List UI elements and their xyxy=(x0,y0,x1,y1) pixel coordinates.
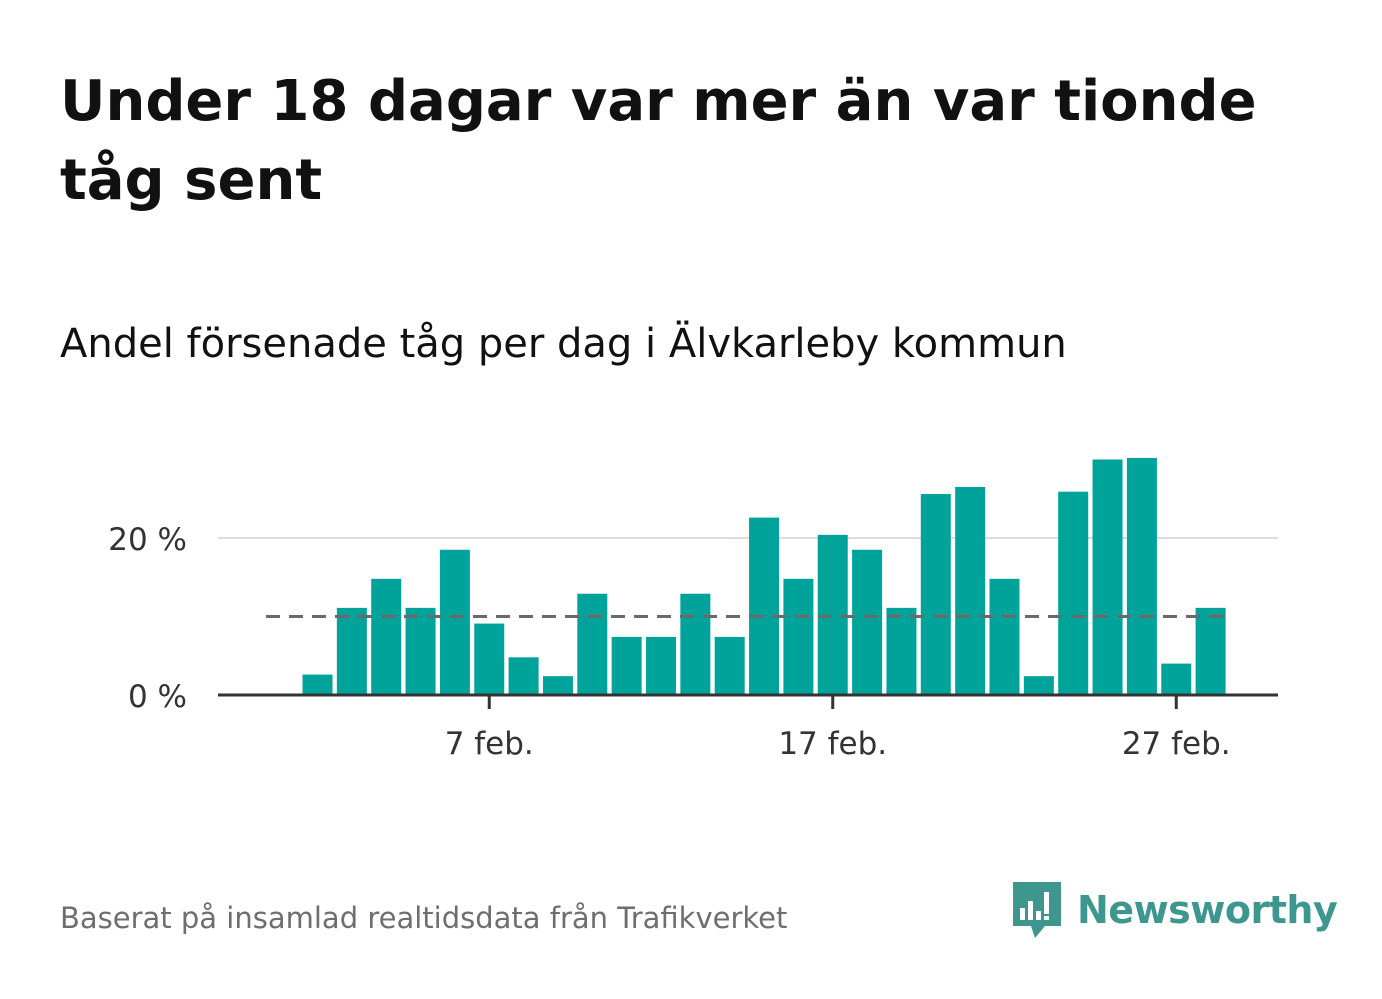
brand-logo: Newsworthy xyxy=(1011,880,1338,940)
bar xyxy=(714,636,745,695)
bar xyxy=(749,517,780,695)
bar xyxy=(783,578,814,695)
bar xyxy=(302,674,333,695)
bar xyxy=(1092,459,1123,695)
bar xyxy=(371,578,402,695)
bar xyxy=(542,676,573,695)
chart-title: Under 18 dagar var mer än var tionde tåg… xyxy=(60,69,1257,213)
bar xyxy=(577,593,608,695)
bar xyxy=(886,607,917,695)
bar xyxy=(1195,607,1226,695)
y-tick-label: 20 % xyxy=(108,522,187,558)
bar xyxy=(989,578,1020,695)
y-tick-label: 0 % xyxy=(128,679,187,715)
bar xyxy=(920,494,951,695)
chart-subtitle: Andel försenade tåg per dag i Älvkarleby… xyxy=(60,321,1067,367)
bar xyxy=(817,534,848,695)
bar xyxy=(680,593,711,695)
x-tick-label: 7 feb. xyxy=(445,726,534,762)
bar xyxy=(439,549,470,695)
brand-name: Newsworthy xyxy=(1077,888,1338,932)
bar xyxy=(646,636,676,695)
source-note: Baserat på insamlad realtidsdata från Tr… xyxy=(60,901,788,935)
bar xyxy=(1126,457,1157,695)
bar xyxy=(405,607,436,695)
bar xyxy=(1058,491,1089,695)
bar xyxy=(955,486,986,695)
x-tick-label: 17 feb. xyxy=(778,726,887,762)
newsworthy-logo-icon xyxy=(1013,882,1061,938)
x-tick-label: 27 feb. xyxy=(1122,726,1231,762)
bar xyxy=(611,636,642,695)
bar xyxy=(1023,676,1054,695)
bar xyxy=(1161,663,1192,695)
bar xyxy=(336,607,367,695)
bar xyxy=(508,657,539,695)
bar xyxy=(852,549,883,695)
bar xyxy=(474,623,505,695)
